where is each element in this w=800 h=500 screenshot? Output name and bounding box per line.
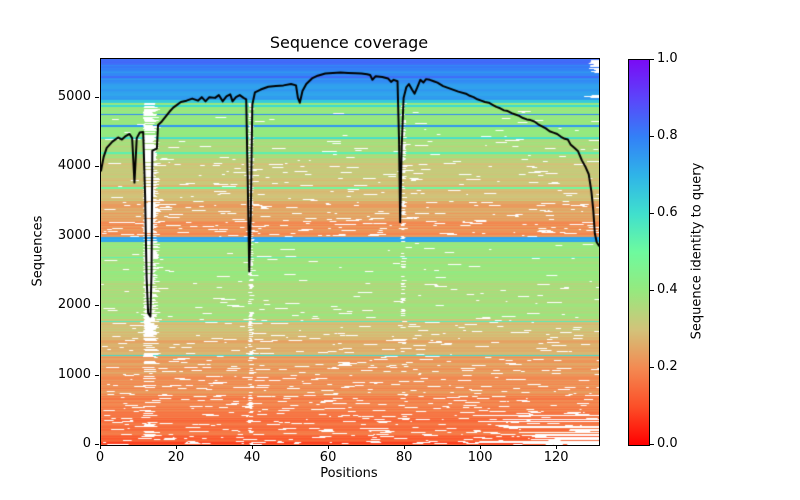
colorbar-tick-label: 0.2	[657, 359, 678, 374]
y-tick-label: 3000	[57, 227, 91, 243]
x-tick-label: 60	[319, 450, 337, 465]
plot-title: Sequence coverage	[269, 33, 429, 52]
y-tick-mark	[95, 166, 99, 168]
colorbar-tick-label: 0.8	[657, 128, 678, 143]
x-tick-mark	[328, 445, 330, 449]
y-tick-mark	[95, 235, 99, 237]
colorbar-tick-mark	[650, 136, 654, 137]
colorbar-tick-label: 1.0	[657, 51, 678, 66]
y-tick-mark	[95, 374, 99, 376]
msa-heatmap-canvas	[101, 59, 599, 445]
colorbar-tick-label: 0.6	[657, 205, 678, 220]
x-tick-mark	[176, 445, 178, 449]
plot-area	[100, 58, 600, 446]
y-tick-mark	[95, 96, 99, 98]
colorbar-tick-label: 0.0	[657, 436, 678, 451]
x-axis-label: Positions	[320, 466, 378, 481]
x-tick-mark	[252, 445, 254, 449]
x-tick-label: 80	[395, 450, 413, 465]
x-tick-label: 100	[467, 450, 493, 465]
y-axis-label: Sequences	[30, 215, 46, 287]
y-tick-label: 1000	[57, 366, 91, 382]
colorbar-tick-mark	[650, 290, 654, 291]
x-tick-mark	[556, 445, 558, 449]
x-tick-label: 0	[95, 450, 105, 465]
colorbar-tick-label: 0.4	[657, 282, 678, 297]
x-tick-label: 20	[167, 450, 185, 465]
y-tick-label: 5000	[57, 88, 91, 104]
x-tick-mark	[404, 445, 406, 449]
y-tick-label: 4000	[57, 158, 91, 174]
y-tick-mark	[95, 444, 99, 445]
colorbar-tick-mark	[650, 444, 654, 445]
y-tick-label: 0	[82, 436, 91, 451]
colorbar-tick-mark	[650, 367, 654, 368]
x-tick-label: 40	[243, 450, 261, 465]
colorbar-label: Sequence identity to query	[689, 162, 705, 340]
y-tick-label: 2000	[57, 297, 91, 313]
x-tick-mark	[480, 445, 482, 449]
colorbar-tick-mark	[650, 59, 654, 60]
x-tick-label: 120	[543, 450, 569, 465]
colorbar	[628, 59, 650, 446]
x-tick-mark	[100, 445, 101, 449]
y-tick-mark	[95, 305, 99, 307]
colorbar-tick-mark	[650, 213, 654, 214]
